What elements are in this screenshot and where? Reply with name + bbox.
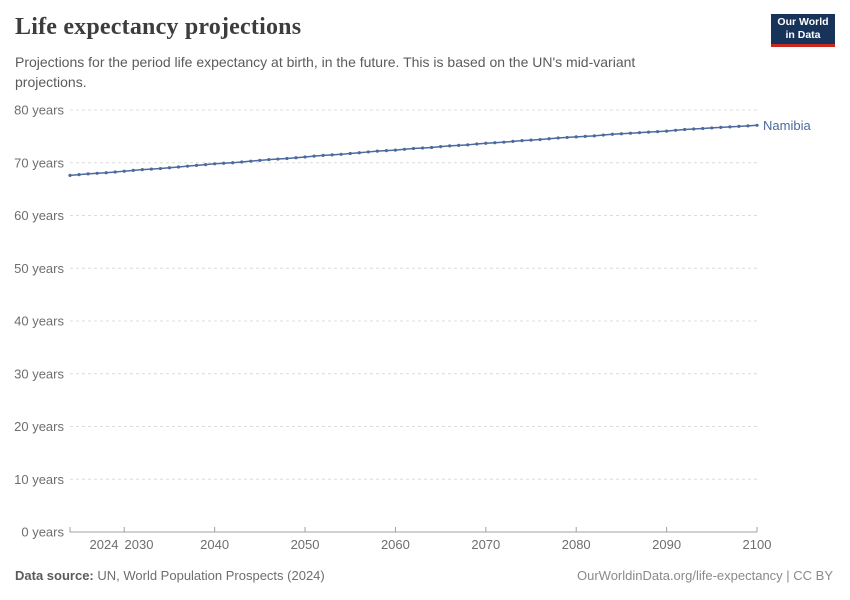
y-tick-label: 20 years: [14, 419, 64, 434]
x-tick-label: 2100: [743, 537, 772, 552]
data-source-label: Data source:: [15, 568, 94, 583]
y-tick-label: 60 years: [14, 208, 64, 223]
x-tick-label: 2050: [291, 537, 320, 552]
x-tick-label: 2024: [90, 537, 119, 552]
owid-logo-line2: in Data: [785, 29, 821, 41]
x-tick-label: 2090: [652, 537, 681, 552]
y-tick-label: 80 years: [14, 103, 64, 118]
x-tick-label: 2080: [562, 537, 591, 552]
x-tick-label: 2070: [471, 537, 500, 552]
y-tick-label: 30 years: [14, 366, 64, 381]
x-tick-label: 2060: [381, 537, 410, 552]
chart-footer: Data source: UN, World Population Prospe…: [15, 568, 833, 583]
credit-line: OurWorldinData.org/life-expectancy | CC …: [576, 568, 833, 583]
y-tick-label: 0 years: [21, 525, 64, 540]
page-title: Life expectancy projections: [15, 14, 302, 40]
owid-logo: Our World in Data: [771, 14, 835, 47]
series-namibia-line: [68, 123, 759, 178]
x-tick-label: 2030: [125, 537, 154, 552]
gridlines: [70, 109, 757, 480]
owid-logo-line1: Our World: [777, 16, 829, 29]
x-tick-label: 2040: [200, 537, 229, 552]
series-end-label: Namibia: [763, 118, 811, 133]
y-tick-label: 40 years: [14, 314, 64, 329]
y-tick-label: 50 years: [14, 261, 64, 276]
series-label-namibia: Namibia: [763, 118, 811, 133]
x-axis: 2024 2030 2040 2050 2060 2070 2080 2090 2100: [69, 527, 772, 552]
y-tick-label: 70 years: [14, 155, 64, 170]
data-source: Data source: UN, World Population Prospe…: [15, 568, 325, 583]
y-tick-label: 10 years: [14, 472, 64, 487]
data-source-text: UN, World Population Prospects (2024): [93, 568, 325, 583]
chart-subtitle: Projections for the period life expectan…: [15, 54, 636, 91]
y-axis-labels: 0 years 10 years 20 years 30 years 40 years 5…: [14, 103, 64, 540]
